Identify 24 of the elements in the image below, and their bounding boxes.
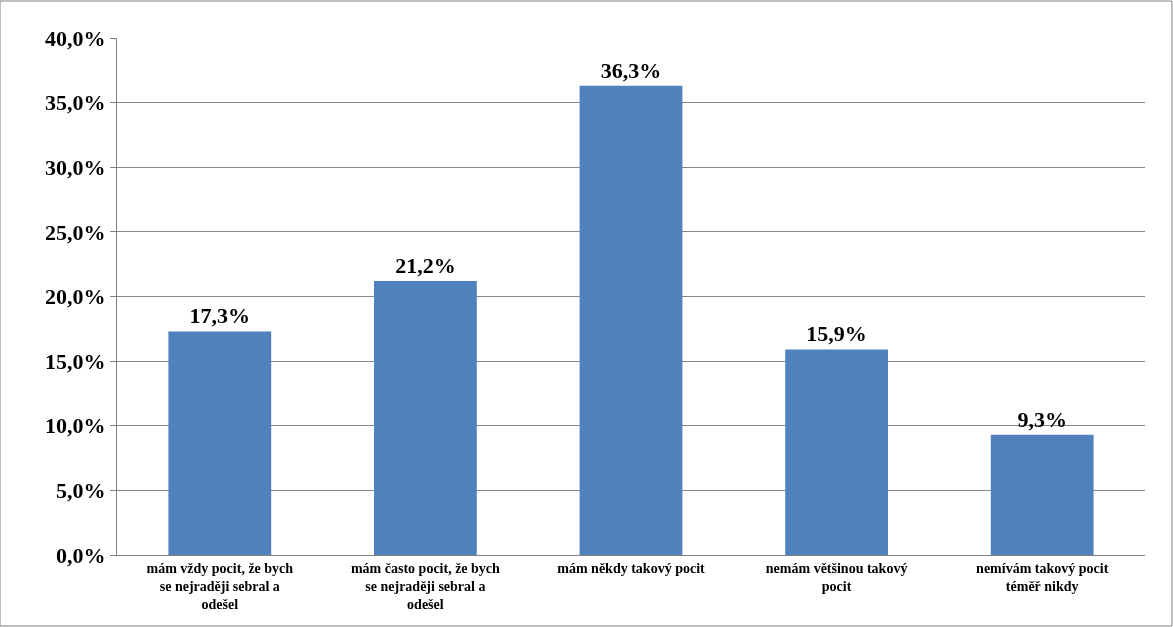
data-label: 21,2% — [395, 252, 456, 278]
bar — [579, 85, 683, 555]
y-tick-label: 15,0% — [45, 348, 106, 374]
y-tick-label: 20,0% — [45, 284, 106, 310]
y-tick-label: 40,0% — [45, 25, 106, 51]
y-tick-label: 25,0% — [45, 219, 106, 245]
x-tick-label: mám často pocit, že bych se nejraději sebral a odešel — [350, 560, 501, 613]
bar — [168, 331, 272, 555]
y-tick-label: 5,0% — [56, 478, 106, 504]
x-tick-label: mám někdy takový pocit — [557, 560, 706, 576]
y-tick-label: 0,0% — [56, 542, 106, 568]
y-tick-label: 10,0% — [45, 413, 106, 439]
data-label: 9,3% — [1017, 406, 1067, 432]
data-label: 36,3% — [600, 57, 662, 83]
bar — [990, 434, 1094, 555]
y-tick-label: 35,0% — [45, 90, 106, 116]
data-label: 17,3% — [189, 303, 251, 329]
data-label: 15,9% — [806, 321, 867, 347]
x-tick-label: nemám většinou takový pocit — [765, 560, 908, 594]
y-tick-label: 30,0% — [45, 154, 106, 180]
bar — [374, 280, 477, 555]
x-tick-label: nemívám takový pocit téměř nikdy — [976, 560, 1109, 594]
x-tick-label: mám vždy pocit, že bych se nejraději sebral a odešel — [146, 560, 294, 613]
bar — [785, 349, 888, 555]
